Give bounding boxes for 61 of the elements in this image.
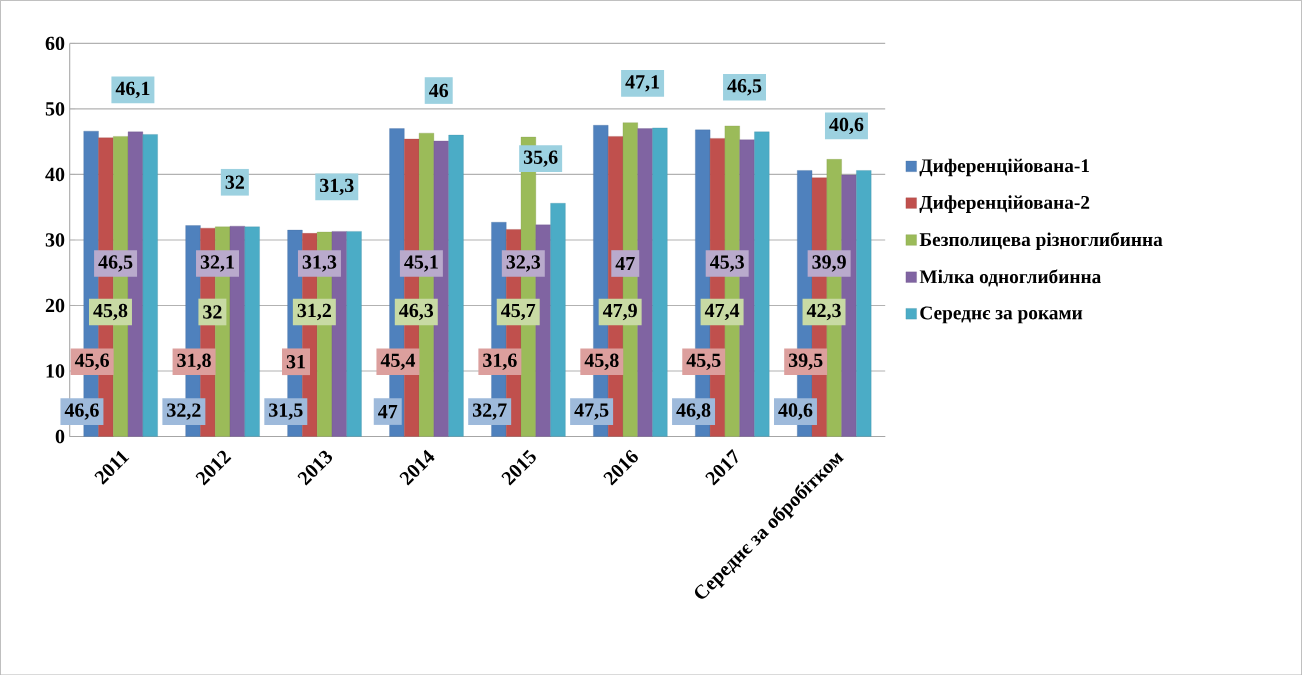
data-label: 46,5 <box>727 78 762 96</box>
data-label: 40,6 <box>778 403 813 420</box>
data-label: 45,1 <box>404 255 438 272</box>
data-label: 40,6 <box>829 117 864 134</box>
data-label: 47,9 <box>602 303 637 320</box>
data-label: 45,8 <box>584 353 619 370</box>
data-label: 31,3 <box>320 178 354 195</box>
data-label: 32,2 <box>167 403 201 420</box>
data-label: 46,5 <box>98 255 133 272</box>
data-label: 42,3 <box>806 303 841 320</box>
data-label: 32 <box>225 175 244 189</box>
bar <box>346 231 362 437</box>
data-label: 47,5 <box>574 403 609 420</box>
data-label: 45,4 <box>380 353 416 370</box>
data-label: 46 <box>428 83 449 98</box>
data-label: 46,1 <box>115 81 150 98</box>
data-label: 45,8 <box>93 303 128 320</box>
y-tick-label: 30 <box>45 232 65 247</box>
data-label: 47 <box>615 256 635 270</box>
data-label: 46,3 <box>399 303 434 320</box>
data-label: 39,9 <box>812 255 846 272</box>
legend-label: Диференційована-1 <box>919 158 1089 176</box>
data-label: 31,6 <box>483 353 517 370</box>
y-tick-label: 40 <box>45 167 65 181</box>
bar <box>142 134 158 437</box>
data-label: 47 <box>378 404 398 418</box>
data-label: 45,7 <box>501 303 536 320</box>
data-label: 32,7 <box>472 403 507 420</box>
data-label: 39,5 <box>788 353 823 370</box>
legend-label: Диференційована-2 <box>919 195 1090 213</box>
legend-label: Середнє за роками <box>920 306 1083 324</box>
legend-label: Безполицева різноглибинна <box>919 231 1163 250</box>
data-label: 31 <box>286 354 305 369</box>
data-label: 47,4 <box>704 303 740 320</box>
bar <box>550 202 566 437</box>
data-label: 32,3 <box>506 255 541 272</box>
data-label: 31,5 <box>269 403 303 420</box>
y-tick-label: 60 <box>45 36 65 50</box>
data-label: 31,8 <box>177 353 211 370</box>
data-label: 46,6 <box>64 403 99 420</box>
data-label: 32,1 <box>200 255 234 272</box>
data-label: 45,5 <box>686 353 721 370</box>
bar <box>856 170 872 437</box>
y-tick-label: 20 <box>45 298 65 312</box>
data-label: 47,1 <box>625 75 660 92</box>
bar <box>448 134 464 437</box>
bar <box>244 226 260 437</box>
data-label: 32 <box>203 305 222 319</box>
bar <box>637 128 653 437</box>
bar <box>652 127 668 437</box>
data-label: 45,6 <box>74 353 110 370</box>
data-label: 31,2 <box>297 303 331 320</box>
data-label: 46,8 <box>676 403 711 420</box>
data-label: 31,3 <box>302 255 337 272</box>
y-tick-label: 50 <box>45 101 65 116</box>
y-tick-label: 10 <box>46 364 65 378</box>
y-tick-label: 0 <box>55 429 65 444</box>
data-label: 35,6 <box>523 150 558 167</box>
bar <box>754 131 770 437</box>
data-label: 45,3 <box>709 255 744 272</box>
legend-label: Мілка одноглибинна <box>919 269 1101 287</box>
